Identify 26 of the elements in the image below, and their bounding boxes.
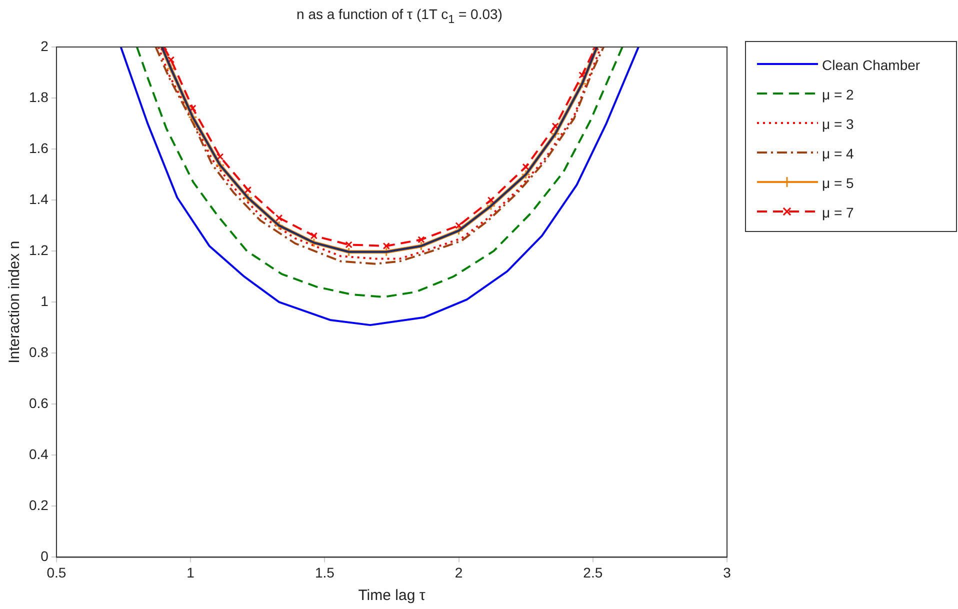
- y-axis-title: Interaction index n: [6, 240, 24, 364]
- y-tick-label: 0: [40, 548, 49, 564]
- y-tick-label: 0.2: [28, 497, 49, 514]
- y-tick-label: 0.4: [28, 446, 49, 462]
- y-tick-label: 1: [40, 292, 49, 309]
- y-tick-label: 1.4: [28, 190, 49, 207]
- legend-label: μ = 7: [822, 204, 854, 220]
- y-tick-label: 2: [40, 38, 49, 54]
- y-tick-label: 1.6: [28, 140, 49, 156]
- x-tick-label: 0.5: [46, 564, 66, 580]
- x-tick-label: 3: [723, 564, 732, 580]
- legend-label: μ = 5: [822, 174, 854, 191]
- legend-label: μ = 2: [822, 86, 854, 102]
- x-tick-label: 1.5: [314, 564, 335, 580]
- chart-title: n as a function of τ (1T c$_{1}$ = 0.03): [296, 6, 504, 26]
- x-tick-label: 2: [454, 564, 463, 580]
- y-tick-label: 1.8: [28, 88, 49, 105]
- legend-label: μ = 3: [822, 116, 854, 132]
- legend-label: Clean Chamber: [822, 56, 920, 73]
- x-tick-label: 2.5: [583, 564, 603, 580]
- y-tick-label: 0.6: [28, 395, 49, 411]
- y-tick-label: 0.8: [28, 344, 49, 360]
- y-tick-label: 1.2: [28, 242, 49, 258]
- x-tick-label: 1: [186, 564, 195, 580]
- legend-label: μ = 4: [822, 145, 854, 162]
- x-axis-title: Time lag τ: [358, 587, 426, 604]
